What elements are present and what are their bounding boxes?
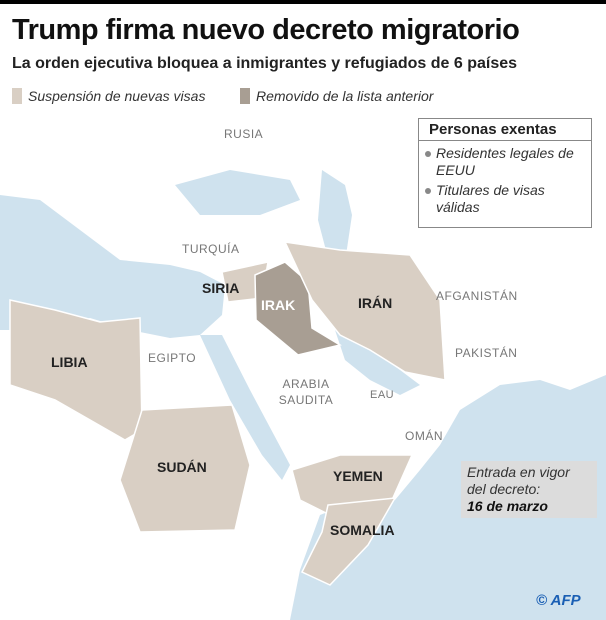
legend-suspended: Suspensión de nuevas visas bbox=[12, 88, 205, 104]
label-somalia: SOMALIA bbox=[330, 522, 395, 538]
bullet-icon bbox=[425, 188, 431, 194]
exempt-item-text: Residentes legales de EEUU bbox=[436, 145, 574, 178]
caspian-sea bbox=[318, 170, 352, 262]
afp-logo: © AFP bbox=[536, 592, 581, 609]
label-syria: SIRIA bbox=[202, 280, 240, 296]
label-saudi-arabia: ARABIA SAUDITA bbox=[278, 377, 334, 407]
exempt-heading: Personas exentas bbox=[419, 119, 591, 141]
country-sudan bbox=[119, 404, 251, 533]
country-somalia bbox=[300, 497, 397, 586]
label-turkey: TURQUÍA bbox=[182, 242, 240, 256]
title: Trump firma nuevo decreto migratorio bbox=[12, 14, 520, 46]
label-sudan: SUDÁN bbox=[157, 459, 207, 475]
country-iran bbox=[283, 241, 446, 381]
top-bar bbox=[0, 0, 606, 4]
persian-gulf bbox=[335, 330, 420, 395]
red-sea bbox=[200, 335, 290, 480]
effective-date-box: Entrada en vigor del decreto: 16 de marz… bbox=[461, 461, 597, 518]
effective-line1: Entrada en vigor bbox=[467, 464, 570, 480]
indian-ocean bbox=[290, 375, 606, 620]
bullet-icon bbox=[425, 151, 431, 157]
legend-label: Suspensión de nuevas visas bbox=[28, 88, 206, 104]
legend-removed: Removido de la lista anterior bbox=[240, 88, 433, 104]
effective-line2: del decreto: bbox=[467, 481, 541, 497]
exempt-item: Titulares de visas válidas bbox=[425, 182, 591, 216]
mediterranean-sea bbox=[0, 195, 225, 338]
label-iraq: IRAK bbox=[261, 297, 296, 313]
label-egypt: EGIPTO bbox=[148, 351, 197, 365]
label-afghanistan: AFGANISTÁN bbox=[436, 289, 518, 303]
exempt-box: Personas exentas Residentes legales de E… bbox=[418, 118, 592, 228]
legend-label: Removido de la lista anterior bbox=[256, 88, 434, 104]
exempt-item: Residentes legales de EEUU bbox=[425, 145, 591, 179]
label-oman: OMÁN bbox=[405, 429, 443, 443]
label-iran: IRÁN bbox=[358, 295, 393, 311]
legend-swatch bbox=[12, 88, 22, 104]
exempt-item-text: Titulares de visas válidas bbox=[436, 182, 545, 215]
black-sea bbox=[175, 170, 300, 215]
label-libya: LIBIA bbox=[51, 354, 88, 370]
effective-date: 16 de marzo bbox=[467, 498, 548, 514]
label-uae: EAU bbox=[370, 389, 395, 401]
label-yemen: YEMEN bbox=[333, 468, 383, 484]
country-irak bbox=[254, 261, 342, 356]
label-pakistan: PAKISTÁN bbox=[455, 346, 518, 360]
legend-swatch bbox=[240, 88, 250, 104]
subtitle: La orden ejecutiva bloquea a inmigrantes… bbox=[12, 55, 518, 72]
label-russia: RUSIA bbox=[224, 127, 264, 141]
